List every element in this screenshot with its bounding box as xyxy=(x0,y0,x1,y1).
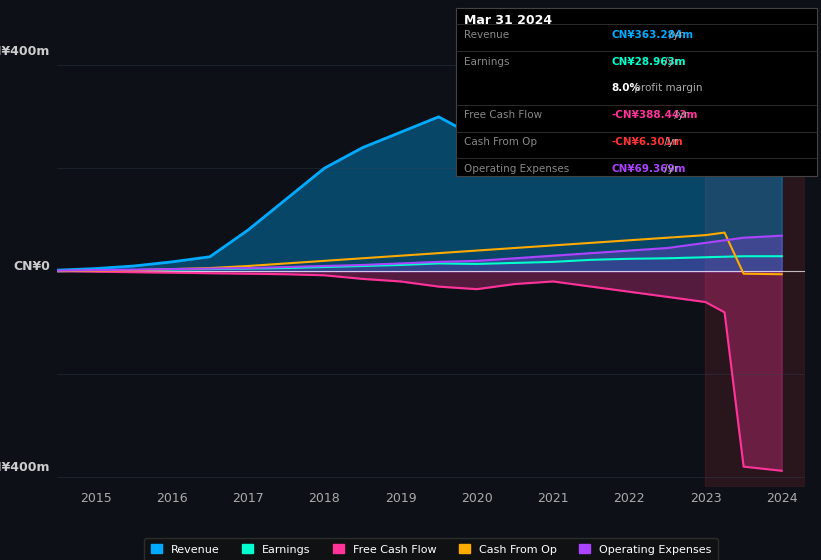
Text: -CN¥388.443m: -CN¥388.443m xyxy=(612,110,698,120)
Text: CN¥0: CN¥0 xyxy=(13,259,50,273)
Text: 8.0%: 8.0% xyxy=(612,83,640,94)
Text: profit margin: profit margin xyxy=(631,83,703,94)
Legend: Revenue, Earnings, Free Cash Flow, Cash From Op, Operating Expenses: Revenue, Earnings, Free Cash Flow, Cash … xyxy=(144,538,718,560)
Bar xyxy=(705,45,805,487)
Text: Free Cash Flow: Free Cash Flow xyxy=(464,110,542,120)
Text: /yr: /yr xyxy=(661,164,678,174)
Text: CN¥69.369m: CN¥69.369m xyxy=(612,164,686,174)
Text: CN¥400m: CN¥400m xyxy=(0,45,50,58)
Text: Cash From Op: Cash From Op xyxy=(464,137,537,147)
Text: /yr: /yr xyxy=(661,57,678,67)
Text: Earnings: Earnings xyxy=(464,57,509,67)
Text: /yr: /yr xyxy=(661,137,678,147)
Text: /yr: /yr xyxy=(671,110,688,120)
Text: -CN¥6.301m: -CN¥6.301m xyxy=(612,137,683,147)
Text: CN¥363.284m: CN¥363.284m xyxy=(612,30,694,40)
Text: /yr: /yr xyxy=(666,30,683,40)
Text: -CN¥400m: -CN¥400m xyxy=(0,461,50,474)
Text: Operating Expenses: Operating Expenses xyxy=(464,164,569,174)
Text: Mar 31 2024: Mar 31 2024 xyxy=(464,14,552,27)
Text: CN¥28.963m: CN¥28.963m xyxy=(612,57,686,67)
Text: Revenue: Revenue xyxy=(464,30,509,40)
